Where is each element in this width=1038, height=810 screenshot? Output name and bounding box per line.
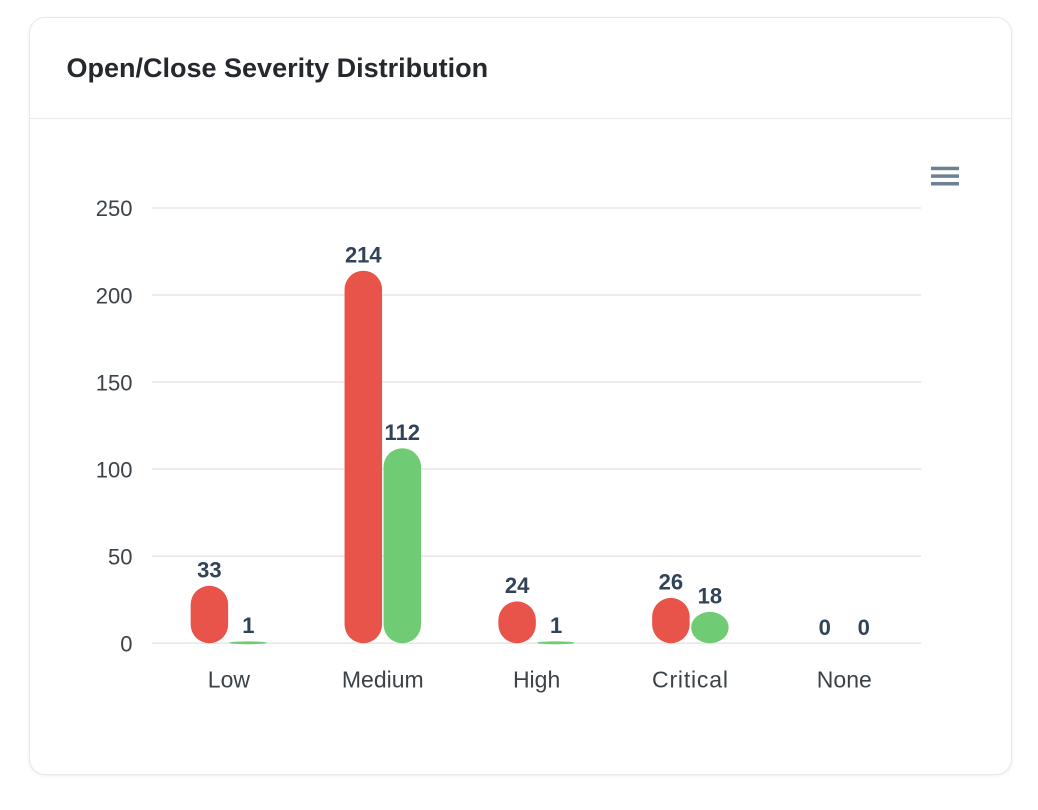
svg-text:1: 1 xyxy=(550,613,562,638)
svg-text:200: 200 xyxy=(96,283,133,308)
svg-text:0: 0 xyxy=(858,615,870,640)
svg-text:100: 100 xyxy=(96,457,133,482)
svg-text:0: 0 xyxy=(819,615,831,640)
svg-text:26: 26 xyxy=(659,570,683,595)
svg-text:Open/Close Severity Distributi: Open/Close Severity Distribution xyxy=(67,53,489,83)
svg-text:112: 112 xyxy=(385,420,421,445)
svg-text:150: 150 xyxy=(96,370,133,395)
svg-text:1: 1 xyxy=(242,613,254,638)
svg-text:50: 50 xyxy=(108,544,132,569)
svg-text:0: 0 xyxy=(120,631,132,656)
svg-text:Critical: Critical xyxy=(652,667,729,693)
svg-text:24: 24 xyxy=(505,573,530,598)
svg-text:Low: Low xyxy=(208,667,251,693)
svg-text:250: 250 xyxy=(96,196,133,221)
svg-text:33: 33 xyxy=(197,558,221,583)
svg-text:214: 214 xyxy=(345,242,382,267)
svg-text:High: High xyxy=(513,667,560,693)
svg-text:Medium: Medium xyxy=(342,667,424,693)
svg-text:None: None xyxy=(817,667,872,693)
svg-text:18: 18 xyxy=(698,584,722,609)
